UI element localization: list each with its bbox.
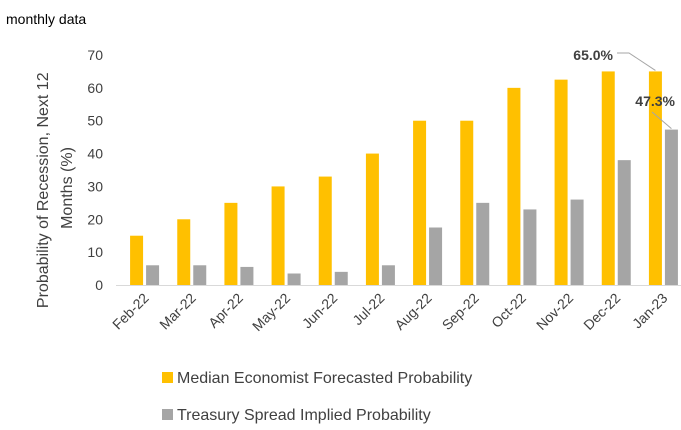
y-tick-label: 10 xyxy=(87,244,103,260)
legend-label: Treasury Spread Implied Probability xyxy=(177,407,431,424)
bar-series-2 xyxy=(334,271,348,285)
bar-series-1 xyxy=(224,202,238,285)
bar-series-1 xyxy=(601,71,615,285)
bar-series-1 xyxy=(554,79,568,286)
x-tick-label: Mar-22 xyxy=(156,290,199,333)
y-tick-label: 70 xyxy=(87,47,103,63)
x-tick-label: Nov-22 xyxy=(533,290,576,333)
bar-series-1 xyxy=(365,153,379,285)
bar-series-1 xyxy=(413,120,427,285)
x-tick-label: Sep-22 xyxy=(439,290,482,333)
bar-series-2 xyxy=(193,265,207,285)
x-tick-label: Jan-23 xyxy=(629,290,671,332)
legend-swatch xyxy=(162,372,173,383)
chart-subtitle: monthly data xyxy=(6,11,86,27)
x-tick-label: Jul-22 xyxy=(349,290,387,328)
y-tick-label: 30 xyxy=(87,178,103,194)
bar-series-1 xyxy=(130,235,144,285)
y-axis-label-line2: Months (%) xyxy=(59,147,76,229)
legend: Median Economist Forecasted Probability T… xyxy=(162,370,472,424)
bar-series-2 xyxy=(240,266,254,285)
y-tick-label: 40 xyxy=(87,146,103,162)
y-tick-label: 0 xyxy=(95,277,103,293)
legend-label: Median Economist Forecasted Probability xyxy=(177,370,472,387)
x-tick-label: Aug-22 xyxy=(391,290,434,333)
bar-series-2 xyxy=(287,273,301,285)
annotation-leader-line xyxy=(651,111,672,129)
bar-series-2 xyxy=(429,227,443,285)
bar-series-1 xyxy=(648,71,662,285)
annotation-label: 47.3% xyxy=(635,93,675,109)
x-tick-label: May-22 xyxy=(249,290,293,334)
x-tick-label: Jun-22 xyxy=(299,290,341,332)
y-axis-label-line1: Probability of Recession, Next 12 xyxy=(35,72,52,308)
bar-series-2 xyxy=(617,160,631,285)
bar-series-1 xyxy=(271,186,285,285)
bar-series-2 xyxy=(664,129,678,285)
x-tick-label: Apr-22 xyxy=(205,290,246,331)
x-tick-label: Oct-22 xyxy=(488,290,529,331)
bar-series-2 xyxy=(146,265,160,285)
bar-series-1 xyxy=(177,219,191,285)
bar-series-1 xyxy=(507,87,521,285)
annotation-leader-line xyxy=(617,52,656,71)
bar-series-1 xyxy=(460,120,474,285)
legend-swatch xyxy=(162,409,173,420)
x-tick-label: Feb-22 xyxy=(109,290,152,333)
y-tick-label: 50 xyxy=(87,113,103,129)
annotation-label: 65.0% xyxy=(573,47,613,63)
bar-series-2 xyxy=(523,209,537,285)
bar-series-2 xyxy=(570,199,584,285)
bar-series-2 xyxy=(476,202,490,285)
bar-series-2 xyxy=(381,265,395,285)
x-tick-label: Dec-22 xyxy=(580,290,623,333)
y-tick-label: 60 xyxy=(87,80,103,96)
y-tick-label: 20 xyxy=(87,211,103,227)
y-axis-label: Probability of Recession, Next 12 Months… xyxy=(35,68,76,308)
bar-series-1 xyxy=(318,176,332,285)
